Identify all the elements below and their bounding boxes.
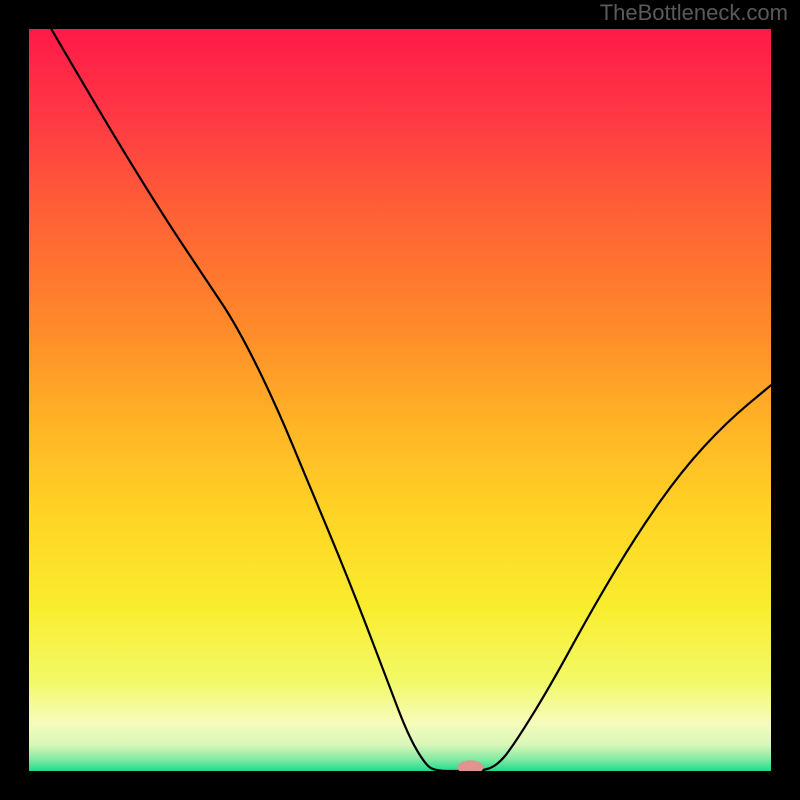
bottleneck-chart — [0, 0, 800, 800]
plot-background — [29, 29, 771, 771]
watermark-text: TheBottleneck.com — [600, 0, 788, 26]
chart-container: TheBottleneck.com — [0, 0, 800, 800]
